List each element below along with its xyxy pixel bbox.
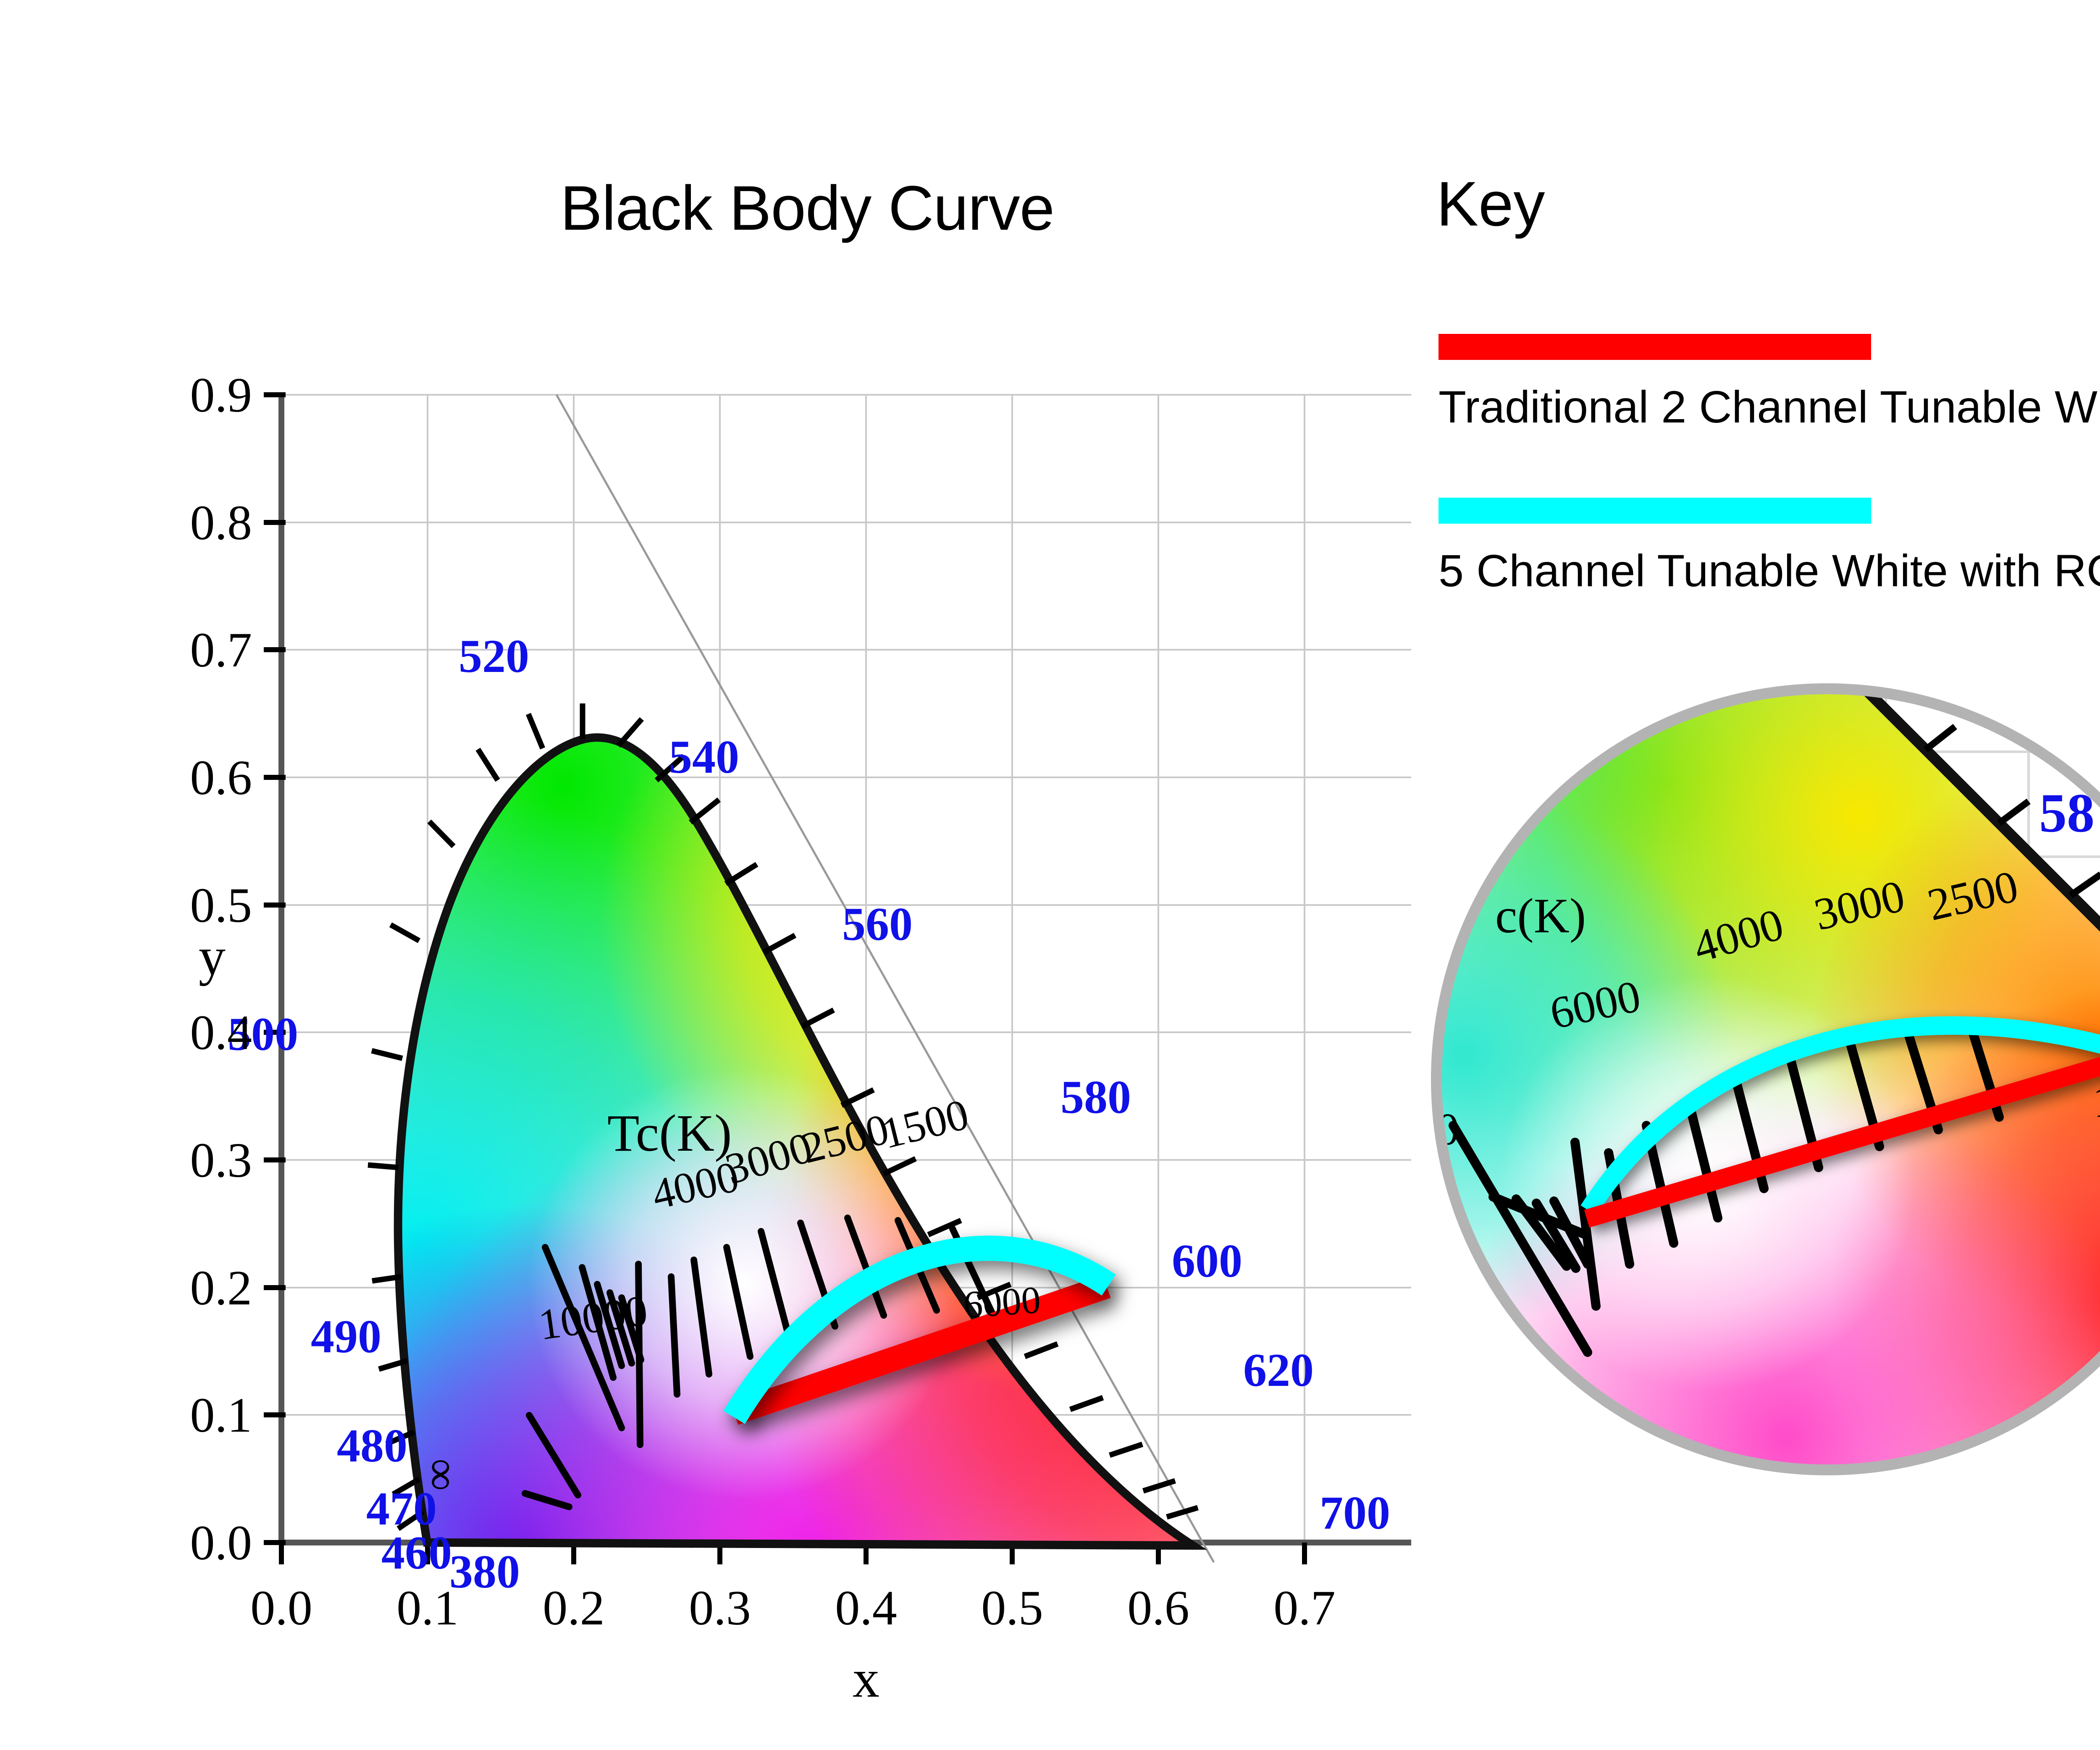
y-axis-label: y: [199, 926, 226, 986]
x-tick-0.1: 0.1: [396, 1580, 459, 1635]
wavelength-label-520: 520: [459, 630, 529, 682]
inset-label-ck: c(K): [1495, 888, 1586, 943]
y-tick-0.4: 0.4: [190, 1005, 252, 1060]
wavelength-label-540: 540: [669, 731, 739, 783]
y-tick-0.6: 0.6: [190, 750, 252, 805]
isotherm-label-infinity: ∞: [414, 1459, 464, 1491]
isotherm-label-2500: 1500: [877, 1090, 974, 1158]
key-label-traditional-2-channel: Traditional 2 Channel Tunable White: [1438, 381, 2100, 432]
wavelength-label-580: 580: [1060, 1071, 1131, 1123]
key-title: Key: [1436, 168, 1545, 239]
key-swatch-5-channel-rgbtw: [1438, 498, 1871, 524]
x-tick-0.0: 0.0: [250, 1580, 312, 1635]
wavelength-label-620: 620: [1243, 1344, 1314, 1396]
wavelength-label-700: 700: [1320, 1487, 1390, 1539]
x-tick-0.3: 0.3: [689, 1580, 751, 1635]
x-tick-0.2: 0.2: [543, 1580, 605, 1635]
magnifier-inset: c(K) 6000 4000 3000 2500 1500 0 58: [1428, 680, 2100, 1478]
wavelength-ticks: [368, 703, 1199, 1531]
axis-ticks: [264, 392, 1307, 1564]
y-tick-0.2: 0.2: [190, 1260, 252, 1315]
key-swatch-traditional-2-channel: [1438, 334, 1871, 360]
x-tick-0.6: 0.6: [1127, 1580, 1189, 1635]
series-arc-5-channel-rgbtw: [723, 1236, 1116, 1424]
inset-border-ring: [1431, 683, 2100, 1475]
wavelength-label-480: 480: [337, 1420, 407, 1472]
inset-series-line-traditional-2-channel: [1584, 1045, 2100, 1228]
isotherm-lines: [542, 1215, 995, 1448]
x-axis-tick-labels: 0.0 0.1 0.2 0.3 0.4 0.5 0.6 0.7 0.8: [250, 1580, 1336, 1635]
wavelength-labels: 500 520 540 560 580 600 620 700 490 480 …: [228, 630, 1390, 1598]
x-tick-0.4: 0.4: [835, 1580, 897, 1635]
y-axis-tick-labels: 0.9 0.8 0.7 0.6 0.5 0.4 0.3 0.2 0.1 0.0: [190, 367, 252, 1570]
y-tick-0.8: 0.8: [190, 495, 252, 550]
wavelength-label-380: 380: [449, 1546, 520, 1598]
key-label-5-channel-rgbtw: 5 Channel Tunable White with RGBTW: [1438, 545, 2100, 596]
x-tick-0.7: 0.7: [1273, 1580, 1336, 1635]
wavelength-label-490: 490: [311, 1311, 381, 1363]
page-title: Black Body Curve: [560, 173, 1055, 243]
y-tick-0.0: 0.0: [190, 1515, 252, 1570]
wavelength-label-470: 470: [366, 1483, 437, 1535]
y-tick-0.3: 0.3: [190, 1133, 252, 1188]
infinity-locus-tick: [522, 1412, 581, 1510]
wavelength-label-460: 460: [381, 1527, 452, 1579]
chromaticity-diagram: 500 520 540 560 580 600 620 700 490 480 …: [118, 319, 1411, 1713]
wavelength-label-500: 500: [228, 1008, 298, 1060]
inset-label-1500: 1500: [2092, 1073, 2100, 1127]
wavelength-label-560: 560: [842, 898, 913, 950]
x-tick-0.5: 0.5: [981, 1580, 1043, 1635]
inset-content: c(K) 6000 4000 3000 2500 1500 0 58: [1436, 689, 2100, 1470]
y-tick-0.7: 0.7: [190, 622, 252, 677]
alychne-guides: [555, 394, 1215, 1563]
x-axis-label: x: [853, 1649, 879, 1708]
inset-series-arc-5-channel-rgbtw: [1580, 1016, 2100, 1215]
y-tick-0.5: 0.5: [190, 878, 252, 933]
wavelength-label-600: 600: [1172, 1235, 1242, 1287]
isotherm-label-1500: 6000: [962, 1278, 1042, 1326]
y-tick-0.9: 0.9: [190, 367, 252, 422]
series-line-traditional-2-channel: [730, 1275, 1111, 1425]
y-tick-0.1: 0.1: [190, 1388, 252, 1443]
isotherm-axis-label: Tc(K): [607, 1105, 732, 1162]
